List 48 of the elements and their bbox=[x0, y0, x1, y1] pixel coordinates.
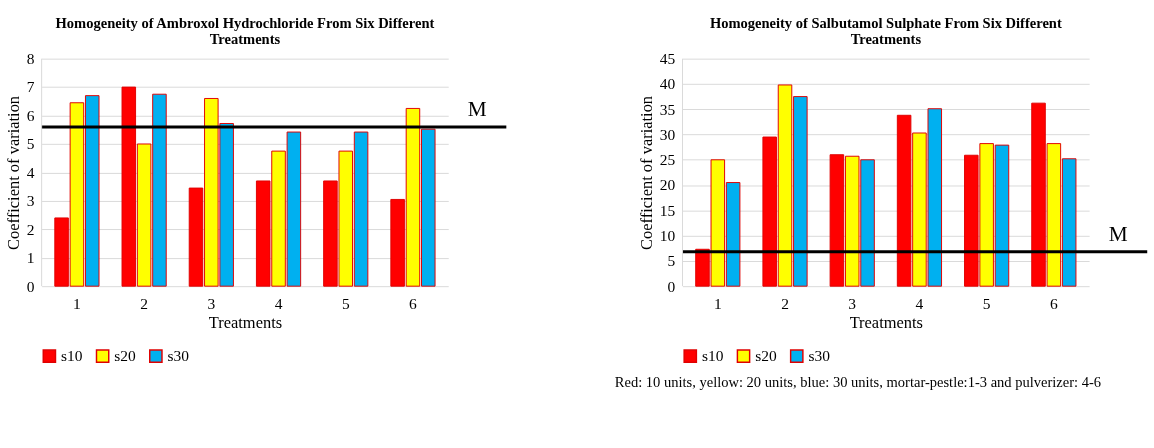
y-tick-label: 5 bbox=[667, 252, 676, 270]
x-axis-title: Treatments bbox=[208, 313, 283, 333]
x-tick-label: 5 bbox=[341, 294, 350, 312]
legend-label: s30 bbox=[808, 347, 831, 365]
text: Homogeneity of Salbutamol Sulphate From Six Different bbox=[709, 14, 1062, 31]
x-tick-label: 4 bbox=[274, 294, 283, 312]
y-tick-label: 10 bbox=[659, 226, 676, 244]
y-tick-label: 1 bbox=[26, 249, 35, 267]
text: Red: 10 units, yellow: 20 units, blue: 30 units, mortar-pestle:1-3 and pulverizer: 4-6 bbox=[614, 373, 1102, 390]
y-tick-label: 0 bbox=[26, 277, 35, 295]
x-tick-label: 3 bbox=[207, 294, 216, 312]
y-tick-label: 3 bbox=[26, 192, 35, 210]
legend-label: s30 bbox=[167, 347, 190, 365]
x-tick-label: 3 bbox=[848, 294, 857, 312]
text: Treatments bbox=[850, 31, 922, 48]
legend-label: s10 bbox=[701, 347, 724, 365]
text: Treatments bbox=[209, 31, 281, 48]
x-tick-label: 2 bbox=[781, 294, 789, 312]
y-tick-label: 2 bbox=[26, 220, 35, 238]
y-tick-label: 6 bbox=[26, 106, 35, 124]
y-tick-label: 7 bbox=[26, 78, 35, 96]
x-tick-label: 1 bbox=[713, 294, 722, 312]
x-tick-label: 5 bbox=[982, 294, 991, 312]
legend-label: s20 bbox=[114, 347, 136, 365]
ref-line-label: M bbox=[1108, 222, 1128, 247]
y-tick-label: 5 bbox=[26, 135, 35, 153]
y-tick-label: 35 bbox=[659, 100, 676, 118]
y-tick-label: 20 bbox=[659, 176, 676, 194]
y-tick-label: 40 bbox=[659, 75, 676, 93]
y-tick-label: 45 bbox=[659, 49, 676, 67]
y-tick-label: 8 bbox=[26, 49, 35, 67]
y-tick-label: 15 bbox=[659, 201, 676, 219]
y-tick-label: 25 bbox=[659, 151, 676, 169]
y-axis-title: Coefficient of variation bbox=[3, 95, 23, 250]
legend-label: s20 bbox=[755, 347, 777, 365]
y-tick-label: 0 bbox=[667, 277, 676, 295]
x-tick-label: 1 bbox=[73, 294, 81, 312]
x-tick-label: 2 bbox=[140, 294, 148, 312]
y-tick-label: 30 bbox=[659, 125, 676, 143]
x-tick-label: 4 bbox=[915, 294, 924, 312]
legend-label: s10 bbox=[60, 347, 83, 365]
x-tick-label: 6 bbox=[409, 294, 418, 312]
x-axis-title: Treatments bbox=[849, 313, 923, 333]
y-axis-title: Coefficient of variation bbox=[637, 95, 657, 250]
ref-line-label: M bbox=[467, 97, 487, 122]
text: Homogeneity of Ambroxol Hydrochloride From Six Different bbox=[55, 14, 435, 31]
x-tick-label: 6 bbox=[1049, 294, 1058, 312]
y-tick-label: 4 bbox=[26, 163, 35, 181]
